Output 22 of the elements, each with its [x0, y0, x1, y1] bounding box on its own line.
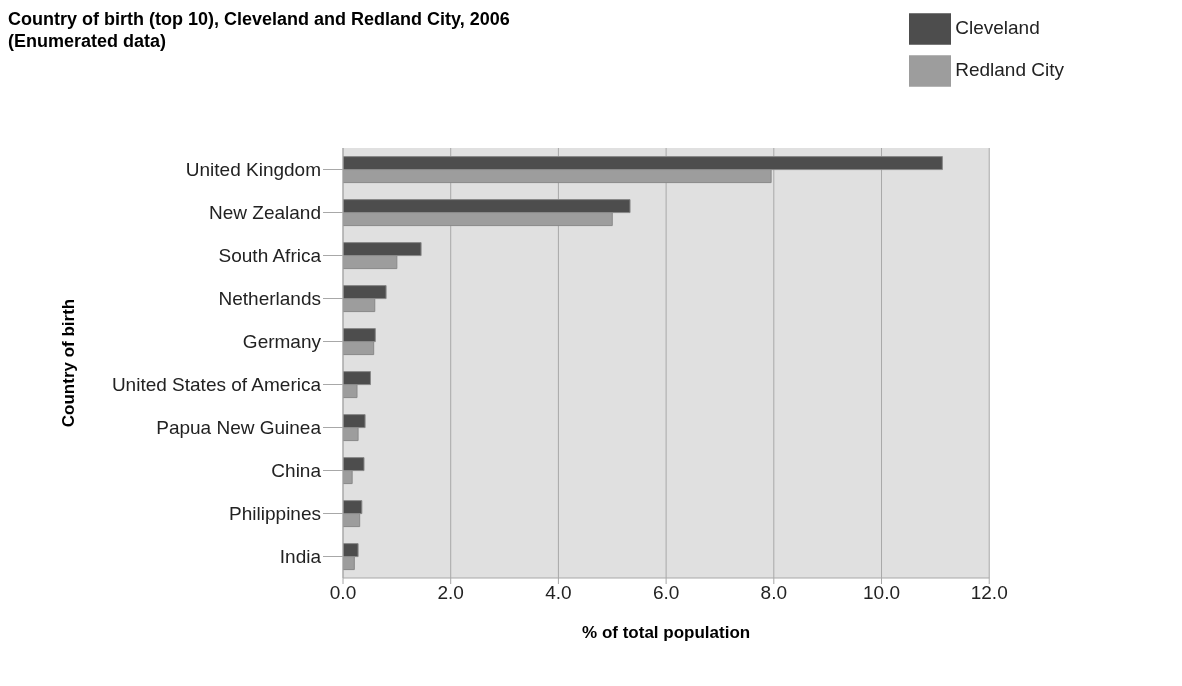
x-tick-label: 6.0 [652, 582, 680, 604]
y-tick-label: China [271, 460, 322, 482]
x-tick-label: 0.0 [329, 582, 357, 604]
legend-label: Cleveland [955, 17, 1040, 39]
y-axis-title: Country of birth [59, 298, 79, 428]
x-tick-label: 2.0 [437, 582, 464, 604]
x-tick-label: 10.0 [863, 582, 901, 604]
x-tick-label: 4.0 [545, 582, 572, 604]
y-tick-label: South Africa [218, 245, 322, 267]
x-tick-label: 8.0 [760, 582, 788, 604]
y-tick-label: United Kingdom [185, 159, 321, 181]
y-tick-label: Germany [242, 331, 322, 353]
y-tick-label: Netherlands [218, 288, 321, 310]
y-tick-label: United States of America [111, 374, 322, 396]
y-tick-label: New Zealand [209, 202, 321, 224]
y-tick-label: Papua New Guinea [156, 417, 322, 439]
y-tick-label: India [279, 546, 322, 568]
x-tick-label: 12.0 [970, 582, 1008, 604]
chart-title: Country of birth (top 10), Cleveland and Redland City, 2006 (Enumerated data) [8, 8, 511, 52]
x-axis-title: % of total population [582, 623, 751, 642]
y-tick-label: Philippines [229, 503, 321, 525]
legend-label: Redland City [955, 59, 1064, 81]
